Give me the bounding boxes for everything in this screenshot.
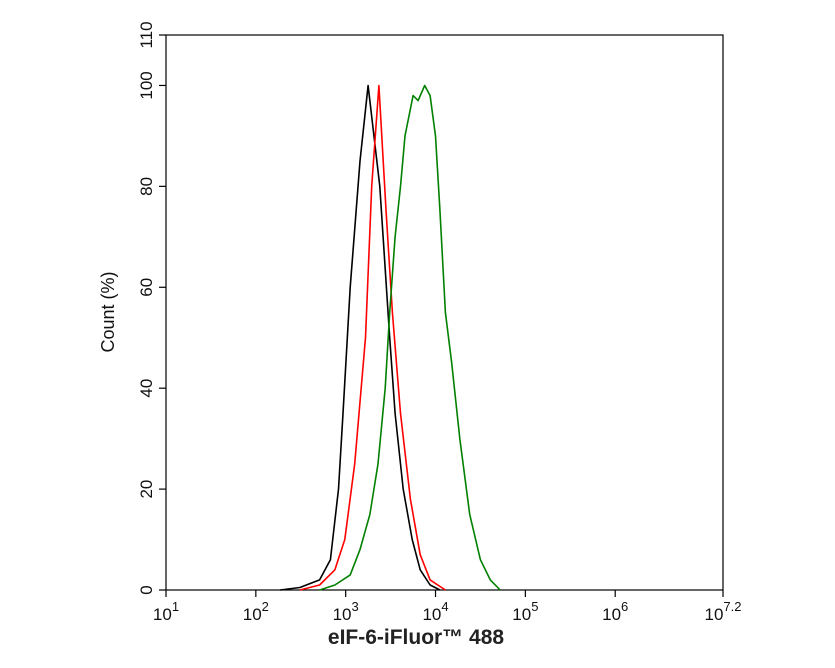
x-tick-label: 101 [153, 599, 179, 624]
histogram-curve [319, 84, 501, 591]
x-tick-base: 10 [333, 605, 352, 624]
x-tick-base: 10 [422, 605, 441, 624]
y-tick-label: 20 [137, 480, 156, 499]
x-axis-title: eIF-6-iFluor™ 488 [328, 626, 505, 649]
histogram-curve [299, 84, 446, 591]
x-tick-exponent: 2 [262, 599, 269, 614]
x-tick-exponent: 1 [172, 599, 179, 614]
x-tick-label: 105 [512, 599, 538, 624]
x-tick-base: 10 [512, 605, 531, 624]
x-tick-label: 103 [333, 599, 359, 624]
x-tick-label: 106 [602, 599, 628, 624]
x-tick-exponent: 6 [621, 599, 628, 614]
x-tick-label: 104 [422, 599, 448, 624]
x-tick-exponent: 7.2 [723, 599, 741, 614]
x-tick-label: 102 [243, 599, 269, 624]
y-tick-label: 0 [137, 585, 156, 594]
x-tick-label: 107.2 [705, 599, 742, 624]
y-tick-label: 80 [137, 177, 156, 196]
x-tick-base: 10 [705, 605, 724, 624]
y-tick-label: 110 [137, 21, 156, 48]
x-tick-base: 10 [243, 605, 262, 624]
x-tick-exponent: 4 [441, 599, 448, 614]
y-tick-label: 60 [137, 278, 156, 297]
y-axis-title: Count (%) [98, 271, 118, 352]
histogram-curve [279, 84, 441, 591]
plot-frame [165, 34, 724, 591]
x-tick-exponent: 5 [531, 599, 538, 614]
x-tick-exponent: 3 [352, 599, 359, 614]
x-tick-base: 10 [602, 605, 621, 624]
y-tick-label: 100 [137, 71, 156, 99]
y-tick-label: 40 [137, 379, 156, 398]
x-tick-base: 10 [153, 605, 172, 624]
